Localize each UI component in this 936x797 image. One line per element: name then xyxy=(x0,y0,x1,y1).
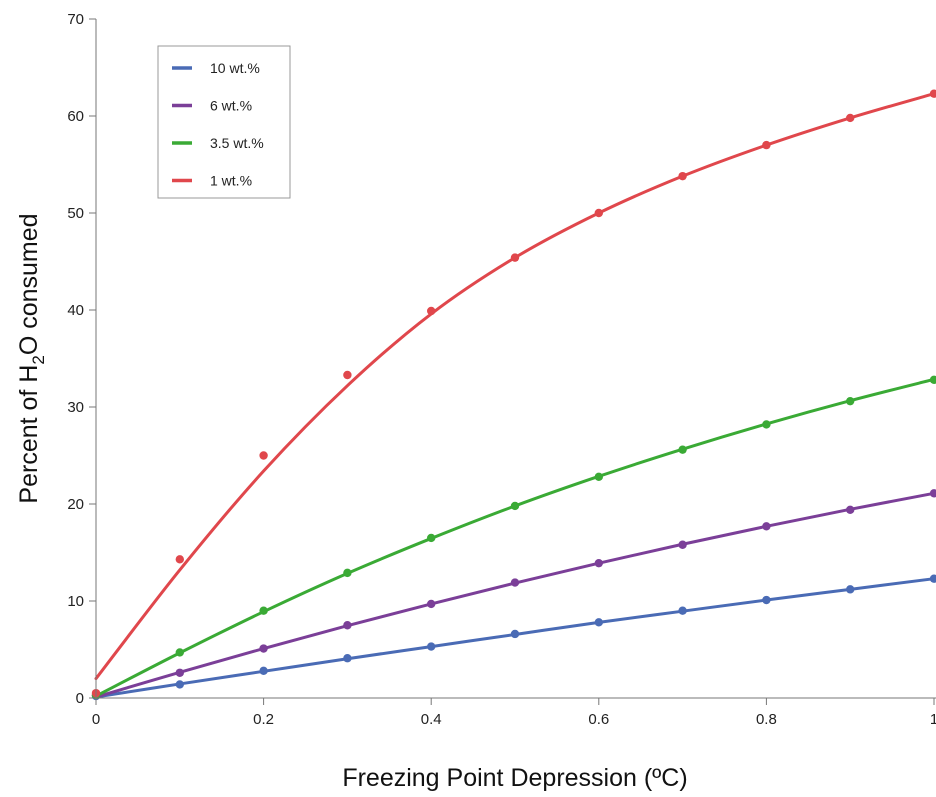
x-tick-label: 0.4 xyxy=(421,711,442,728)
data-point xyxy=(175,555,184,564)
y-tick-label: 50 xyxy=(67,205,84,222)
data-point xyxy=(259,666,268,676)
data-point xyxy=(594,472,603,482)
y-axis-label: Percent of H2O consumed xyxy=(15,213,48,503)
data-point xyxy=(175,668,184,677)
data-point xyxy=(175,680,184,689)
data-point xyxy=(762,420,771,429)
series-2 xyxy=(91,375,936,700)
y-axis-label-subscript: 2 xyxy=(29,355,48,364)
data-point xyxy=(678,606,687,615)
legend: 10 wt.% 6 wt.% 3.5 wt.% 1 wt.% xyxy=(157,45,291,199)
data-point xyxy=(510,629,520,639)
ticks: 0 10 20 30 40 50 60 70 0 0.2 0.4 0.6 0.8 1 xyxy=(67,11,936,728)
x-tick-label: 0 xyxy=(92,711,100,728)
data-point xyxy=(259,451,268,460)
data-point xyxy=(929,574,936,583)
y-tick-label: 10 xyxy=(67,593,84,610)
data-point xyxy=(846,585,855,594)
data-point xyxy=(175,648,184,657)
data-point xyxy=(846,396,855,406)
data-point xyxy=(678,540,687,549)
data-point xyxy=(594,558,603,568)
data-point xyxy=(343,568,352,578)
data-point xyxy=(762,140,771,150)
series-3 xyxy=(91,89,936,698)
data-point xyxy=(343,370,352,380)
legend-label: 6 wt.% xyxy=(210,98,252,114)
y-tick-label: 30 xyxy=(67,399,84,416)
series-line xyxy=(94,377,936,698)
y-tick-label: 20 xyxy=(67,496,84,513)
data-point xyxy=(594,208,603,218)
data-point xyxy=(929,89,936,98)
y-tick-label: 40 xyxy=(67,302,84,319)
data-point xyxy=(343,654,352,663)
data-point xyxy=(929,489,936,498)
data-point xyxy=(259,644,268,653)
x-tick-label: 0.8 xyxy=(756,711,777,728)
data-point xyxy=(343,621,352,630)
legend-item: 3.5 wt.% xyxy=(172,135,264,151)
data-point xyxy=(427,306,436,316)
x-tick-label: 0.6 xyxy=(588,711,609,728)
data-point xyxy=(929,375,936,385)
x-axis-label: Freezing Point Depression (ºC) xyxy=(342,764,687,792)
y-tick-label: 70 xyxy=(67,11,84,28)
legend-label: 10 wt.% xyxy=(210,60,260,76)
data-point xyxy=(427,533,436,543)
data-point xyxy=(427,642,436,651)
series-line xyxy=(94,92,936,681)
x-tick-label: 0.2 xyxy=(253,711,274,728)
y-axis-label-part-3: O consumed xyxy=(15,213,43,355)
y-axis-label-part-1: Percent of H xyxy=(15,365,43,504)
legend-item: 6 wt.% xyxy=(172,98,252,114)
legend-box xyxy=(157,45,291,199)
data-point xyxy=(678,445,687,454)
legend-item: 1 wt.% xyxy=(172,173,252,189)
y-tick-label: 0 xyxy=(76,690,84,707)
data-point xyxy=(762,522,771,531)
data-point xyxy=(594,618,603,627)
legend-label: 1 wt.% xyxy=(210,173,252,189)
axes xyxy=(95,19,936,699)
data-point xyxy=(846,113,855,123)
data-point xyxy=(762,595,771,605)
y-tick-label: 60 xyxy=(67,108,84,125)
data-point xyxy=(846,505,855,515)
legend-label: 3.5 wt.% xyxy=(210,135,264,151)
data-point xyxy=(510,501,520,511)
data-point xyxy=(510,253,520,262)
plot-area xyxy=(91,89,936,701)
legend-item: 10 wt.% xyxy=(172,60,260,76)
data-point xyxy=(510,578,520,587)
data-point xyxy=(427,599,436,609)
data-point xyxy=(259,606,268,615)
data-point xyxy=(678,171,687,181)
series-0 xyxy=(91,574,936,701)
x-tick-label: 1 xyxy=(930,711,936,728)
